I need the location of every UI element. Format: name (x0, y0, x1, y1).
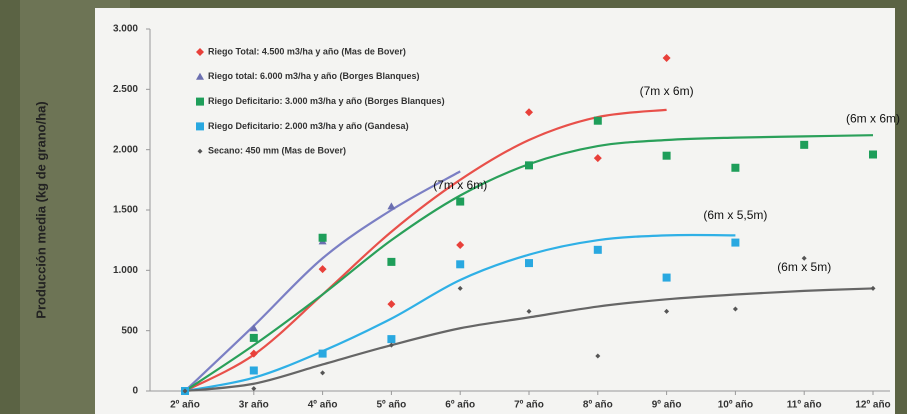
trend-line (184, 170, 461, 392)
x-tick-label: 6º año (445, 400, 475, 411)
data-point (731, 163, 740, 172)
data-point (593, 245, 602, 254)
data-point (182, 388, 188, 394)
x-tick-label: 10º año (718, 400, 753, 411)
data-point (870, 285, 876, 291)
data-point (318, 233, 327, 242)
x-tick-label: 9º año (652, 400, 682, 411)
data-point (249, 366, 258, 375)
data-point (593, 116, 602, 125)
legend-marker (196, 72, 204, 80)
data-point (732, 306, 738, 312)
legend-label: Secano: 450 mm (Mas de Bover) (208, 146, 346, 156)
legend-marker (196, 122, 204, 131)
data-point (662, 53, 671, 62)
data-point (388, 342, 394, 348)
data-point (662, 273, 671, 282)
data-point (387, 202, 396, 210)
x-tick-label: 2º año (170, 400, 200, 411)
x-tick-label: 3r año (239, 400, 269, 411)
legend-marker (196, 48, 204, 56)
data-point (525, 259, 533, 268)
data-point (801, 255, 807, 261)
x-tick-label: 7º año (514, 400, 544, 411)
y-tick-label: 0 (132, 386, 138, 397)
data-point (595, 353, 601, 359)
data-point (526, 308, 532, 314)
data-point (664, 308, 670, 314)
data-point (249, 324, 258, 332)
data-point (593, 154, 602, 163)
data-point (456, 197, 465, 206)
data-point (320, 370, 326, 376)
data-point (249, 349, 258, 358)
data-point (731, 238, 740, 247)
x-tick-label: 12º año (855, 400, 890, 411)
plot-panel (95, 8, 895, 414)
y-tick-label: 2.500 (113, 84, 138, 95)
y-tick-label: 2.000 (113, 144, 138, 155)
x-tick-label: 11º año (787, 400, 822, 411)
data-point (662, 151, 671, 160)
legend-label: Riego Deficitario: 2.000 m3/ha y año (Ga… (208, 121, 409, 131)
trend-line (184, 134, 874, 392)
data-point (387, 335, 396, 344)
data-point (318, 349, 327, 358)
trend-line (184, 108, 667, 392)
y-tick-label: 3.000 (113, 24, 138, 35)
data-point (387, 300, 396, 309)
legend-label: Riego total: 6.000 m3/ha y año (Borges B… (208, 71, 420, 81)
data-point (387, 257, 396, 266)
data-point (869, 150, 877, 159)
data-point (525, 161, 533, 170)
data-point (318, 265, 327, 274)
annotation: (7m x 6m) (433, 178, 487, 192)
data-point (457, 285, 463, 291)
y-tick-label: 500 (121, 325, 138, 336)
annotation: (6m x 6m) (846, 112, 900, 126)
legend-marker (196, 97, 204, 106)
annotation: (6m x 5,5m) (703, 208, 767, 222)
trend-line (184, 287, 874, 393)
x-tick-label: 4º año (308, 400, 338, 411)
data-point (251, 386, 257, 392)
y-tick-label: 1.500 (113, 205, 138, 216)
x-tick-label: 5º año (377, 400, 407, 411)
data-point (525, 108, 533, 117)
data-point (456, 240, 465, 249)
data-point (800, 140, 809, 149)
legend-label: Riego Total: 4.500 m3/ha y año (Mas de B… (208, 46, 406, 56)
annotation: (6m x 5m) (777, 260, 831, 274)
legend-marker (197, 148, 203, 154)
legend-label: Riego Deficitario: 3.000 m3/ha y año (Bo… (208, 96, 445, 106)
x-tick-label: 8º año (583, 400, 613, 411)
y-axis-label: Producción media (kg de grano/ha) (33, 101, 48, 318)
y-tick-label: 1.000 (113, 265, 138, 276)
data-point (456, 260, 465, 269)
trend-line (184, 233, 736, 393)
annotation: (7m x 6m) (640, 84, 694, 98)
data-point (249, 333, 258, 342)
